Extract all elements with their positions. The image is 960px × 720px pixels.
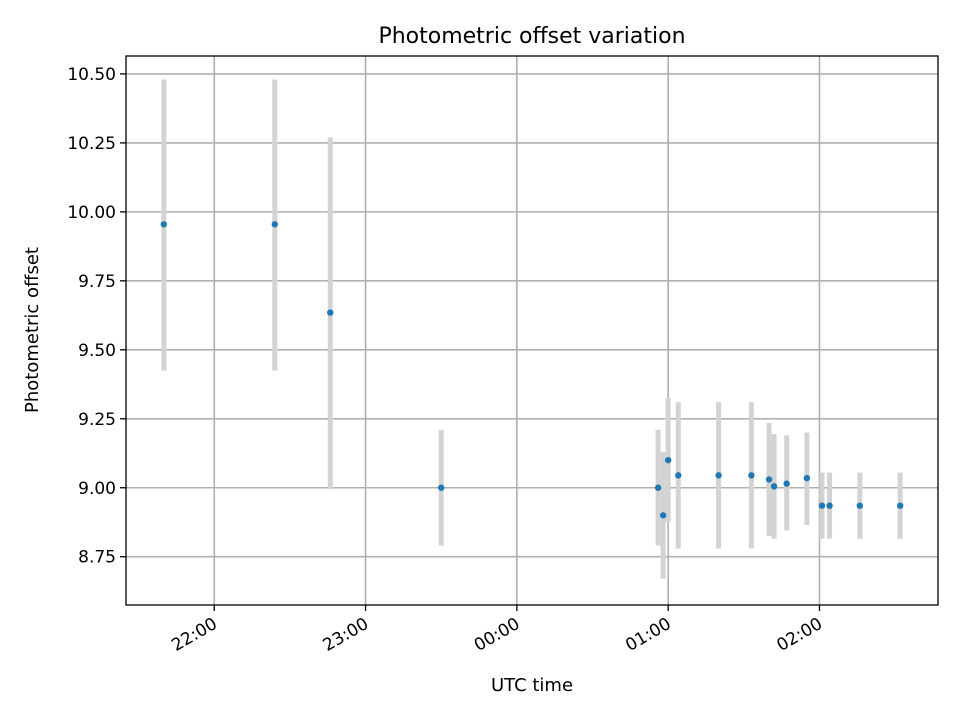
data-point bbox=[664, 456, 672, 464]
chart-title: Photometric offset variation bbox=[378, 24, 685, 49]
x-tick-label: 23:00 bbox=[320, 614, 372, 656]
data-point bbox=[783, 480, 790, 487]
data-point bbox=[856, 502, 864, 509]
y-tick-label: 9.00 bbox=[78, 479, 116, 499]
data-point bbox=[327, 309, 334, 316]
data-point bbox=[770, 483, 778, 490]
data-point bbox=[748, 472, 755, 479]
x-tick-label: 02:00 bbox=[774, 614, 826, 656]
y-axis-label: Photometric offset bbox=[22, 247, 43, 413]
data-points bbox=[160, 221, 904, 519]
data-point bbox=[803, 474, 811, 482]
y-tick-label: 9.50 bbox=[78, 341, 116, 361]
y-tick-label: 8.75 bbox=[78, 548, 116, 568]
data-point bbox=[896, 502, 904, 509]
axis-ticks: 22:00 23:00 00:00 01:00 02:00 8.75 9.00 9.25 9.5… bbox=[67, 65, 826, 656]
y-tick-label: 10.50 bbox=[67, 65, 116, 85]
data-point bbox=[271, 221, 278, 228]
x-tick-label: 00:00 bbox=[471, 614, 523, 656]
data-point bbox=[818, 502, 826, 509]
data-point bbox=[715, 472, 722, 479]
x-tick-label: 22:00 bbox=[168, 614, 220, 656]
data-point bbox=[826, 502, 833, 509]
data-point bbox=[654, 484, 662, 491]
data-point bbox=[765, 476, 773, 483]
data-point bbox=[438, 484, 445, 491]
plot-frame bbox=[125, 55, 939, 606]
data-point bbox=[160, 221, 168, 228]
error-bars bbox=[161, 79, 903, 579]
y-tick-label: 9.75 bbox=[78, 272, 116, 292]
grid bbox=[126, 56, 938, 605]
x-axis-label: UTC time bbox=[491, 675, 573, 696]
data-point bbox=[659, 512, 667, 519]
y-tick-label: 10.00 bbox=[67, 203, 116, 223]
y-tick-label: 10.25 bbox=[67, 134, 116, 154]
data-point bbox=[675, 472, 682, 479]
y-tick-label: 9.25 bbox=[78, 410, 116, 430]
x-tick-label: 01:00 bbox=[622, 614, 674, 656]
